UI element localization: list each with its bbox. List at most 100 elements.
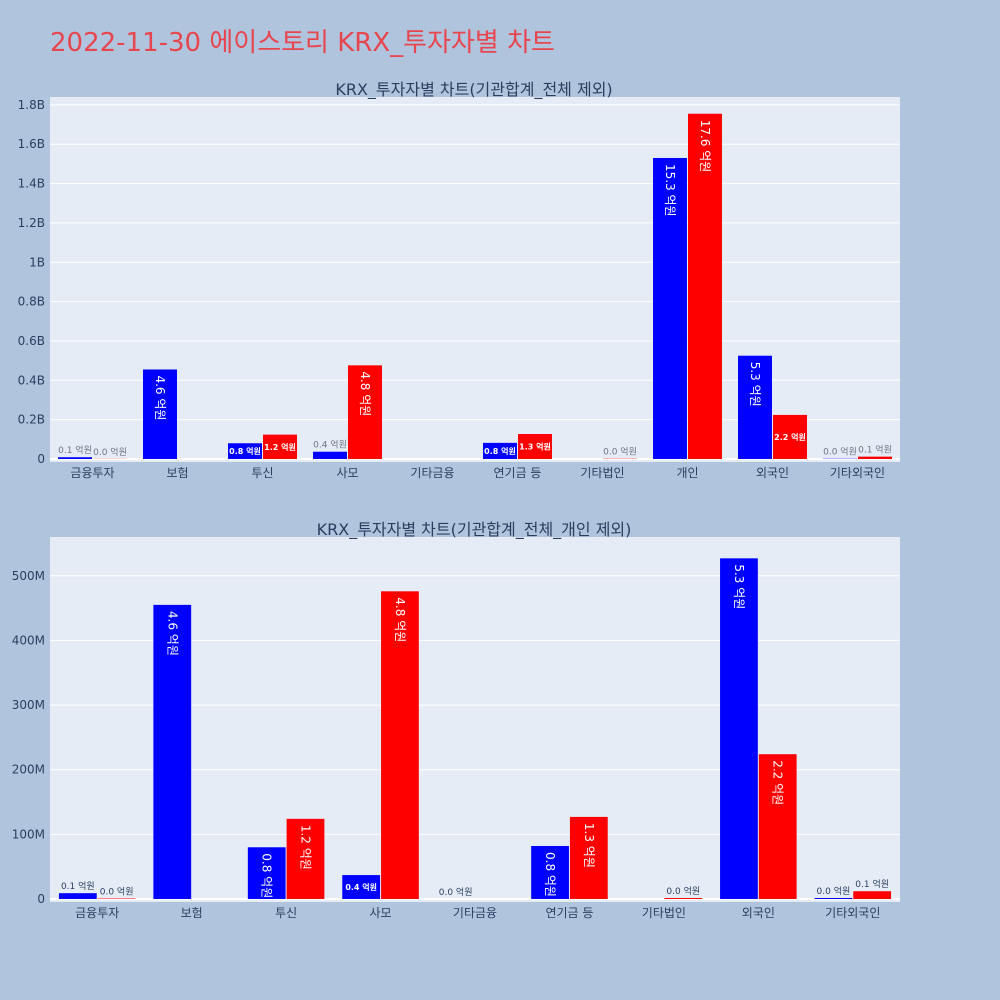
- y-tick-label: 0.2B: [18, 413, 45, 427]
- y-tick-label: 400M: [12, 633, 45, 647]
- data-label: 0.8 억원: [229, 446, 261, 456]
- bar: [814, 898, 853, 899]
- data-label: 0.8 억원: [260, 853, 274, 898]
- data-label: 2.2 억원: [774, 432, 806, 442]
- bar: [263, 434, 297, 459]
- x-tick-label: 외국인: [742, 906, 775, 920]
- bar: [858, 456, 892, 459]
- x-tick-label: 기타외국인: [825, 906, 880, 920]
- data-label: 0.0 억원: [603, 446, 637, 458]
- data-label: 4.6 억원: [165, 611, 179, 656]
- bar: [58, 893, 97, 899]
- data-label: 4.8 억원: [393, 597, 407, 642]
- x-tick-label: 투신: [275, 906, 297, 920]
- y-tick-label: 1.6B: [18, 137, 45, 151]
- page-title: 2022-11-30 에이스토리 KRX_투자자별 차트: [50, 28, 555, 58]
- data-label: 0.8 억원: [484, 446, 516, 456]
- y-tick-label: 0: [37, 452, 45, 466]
- bar: [653, 157, 687, 459]
- y-tick-label: 200M: [12, 763, 45, 777]
- bar: [531, 845, 569, 899]
- x-tick-label: 외국인: [756, 466, 789, 480]
- bar: [758, 754, 797, 899]
- bar: [228, 443, 262, 459]
- bar: [569, 816, 608, 899]
- y-tick-label: 0.6B: [18, 334, 45, 348]
- data-label: 4.8 억원: [358, 371, 372, 416]
- chart-title: KRX_투자자별 차트(기관합계_전체_개인 제외): [317, 520, 632, 540]
- data-label: 0.1 억원: [858, 444, 892, 456]
- data-label: 0.0 억원: [93, 446, 127, 458]
- data-label: 1.3 억원: [519, 442, 551, 452]
- x-tick-label: 기타금융: [410, 466, 454, 480]
- bar: [381, 591, 419, 899]
- x-tick-label: 금융투자: [70, 466, 114, 480]
- y-tick-label: 100M: [12, 827, 45, 841]
- x-tick-label: 사모: [370, 906, 392, 920]
- chart-top: 0 0.2B 0.4B 0.6B 0.8B 1B 1.2B 1.4B 1.6B 1.8B KRX_투…: [18, 80, 900, 480]
- data-label: 5.3 억원: [732, 564, 746, 609]
- chart-bottom: 0 100M 200M 300M 400M 500M KRX_투자자별 차트(기관합계_전체…: [12, 520, 900, 920]
- data-label: 0.4 억원: [313, 439, 347, 451]
- bar: [153, 604, 192, 899]
- y-tick-label: 1.4B: [18, 177, 45, 191]
- data-label: 0.8 억원: [543, 852, 557, 897]
- data-label: 1.2 억원: [299, 825, 313, 870]
- data-label: 0.0 억원: [823, 446, 857, 458]
- bar: [97, 898, 136, 899]
- data-label: 15.3 억원: [663, 164, 677, 217]
- y-tick-label: 1.8B: [18, 98, 45, 112]
- bar: [738, 355, 772, 459]
- bar: [518, 434, 552, 459]
- x-tick-label: 기타금융: [453, 906, 497, 920]
- bar: [58, 457, 92, 459]
- x-tick-label: 금융투자: [75, 906, 119, 920]
- y-tick-label: 1B: [29, 255, 45, 269]
- bar: [664, 898, 703, 899]
- x-tick-label: 기타외국인: [830, 466, 885, 480]
- bar: [348, 365, 382, 459]
- y-tick-label: 500M: [12, 569, 45, 583]
- x-tick-label: 기타법인: [642, 906, 686, 920]
- x-tick-label: 연기금 등: [545, 906, 593, 920]
- data-label: 2.2 억원: [771, 760, 785, 805]
- data-label: 0.0 억원: [439, 886, 473, 898]
- data-label: 0.1 억원: [855, 878, 889, 890]
- data-label: 1.2 억원: [264, 442, 296, 452]
- data-label: 1.3 억원: [582, 823, 596, 868]
- y-tick-label: 1.2B: [18, 216, 45, 230]
- y-tick-label: 0.4B: [18, 373, 45, 387]
- plot-area: [50, 97, 900, 462]
- bar: [313, 451, 347, 459]
- bar: [247, 847, 286, 899]
- data-label: 0.0 억원: [817, 885, 851, 897]
- data-label: 5.3 억원: [748, 362, 762, 407]
- data-label: 17.6 억원: [698, 120, 712, 173]
- x-tick-label: 기타법인: [580, 466, 624, 480]
- bar: [773, 414, 807, 459]
- data-label: 0.1 억원: [61, 880, 95, 892]
- bar: [286, 818, 325, 899]
- x-tick-label: 연기금 등: [494, 466, 542, 480]
- bar: [483, 442, 517, 459]
- y-tick-label: 0.8B: [18, 295, 45, 309]
- y-tick-label: 300M: [12, 698, 45, 712]
- data-label: 0.0 억원: [666, 885, 700, 897]
- y-tick-label: 0: [37, 892, 45, 906]
- data-label: 0.0 억원: [100, 885, 134, 897]
- bar: [720, 558, 758, 899]
- data-label: 0.4 억원: [345, 882, 377, 892]
- bar: [342, 875, 381, 899]
- chart-title: KRX_투자자별 차트(기관합계_전체 제외): [335, 80, 612, 100]
- bar: [688, 113, 722, 459]
- x-tick-label: 보험: [166, 466, 188, 480]
- data-label: 0.1 억원: [58, 444, 92, 456]
- x-tick-label: 보험: [181, 906, 203, 920]
- bar: [853, 891, 892, 899]
- plot-area: [50, 537, 900, 902]
- bar: [143, 369, 177, 459]
- data-label: 4.6 억원: [153, 375, 167, 420]
- x-tick-label: 투신: [251, 466, 273, 480]
- x-tick-label: 사모: [336, 466, 358, 480]
